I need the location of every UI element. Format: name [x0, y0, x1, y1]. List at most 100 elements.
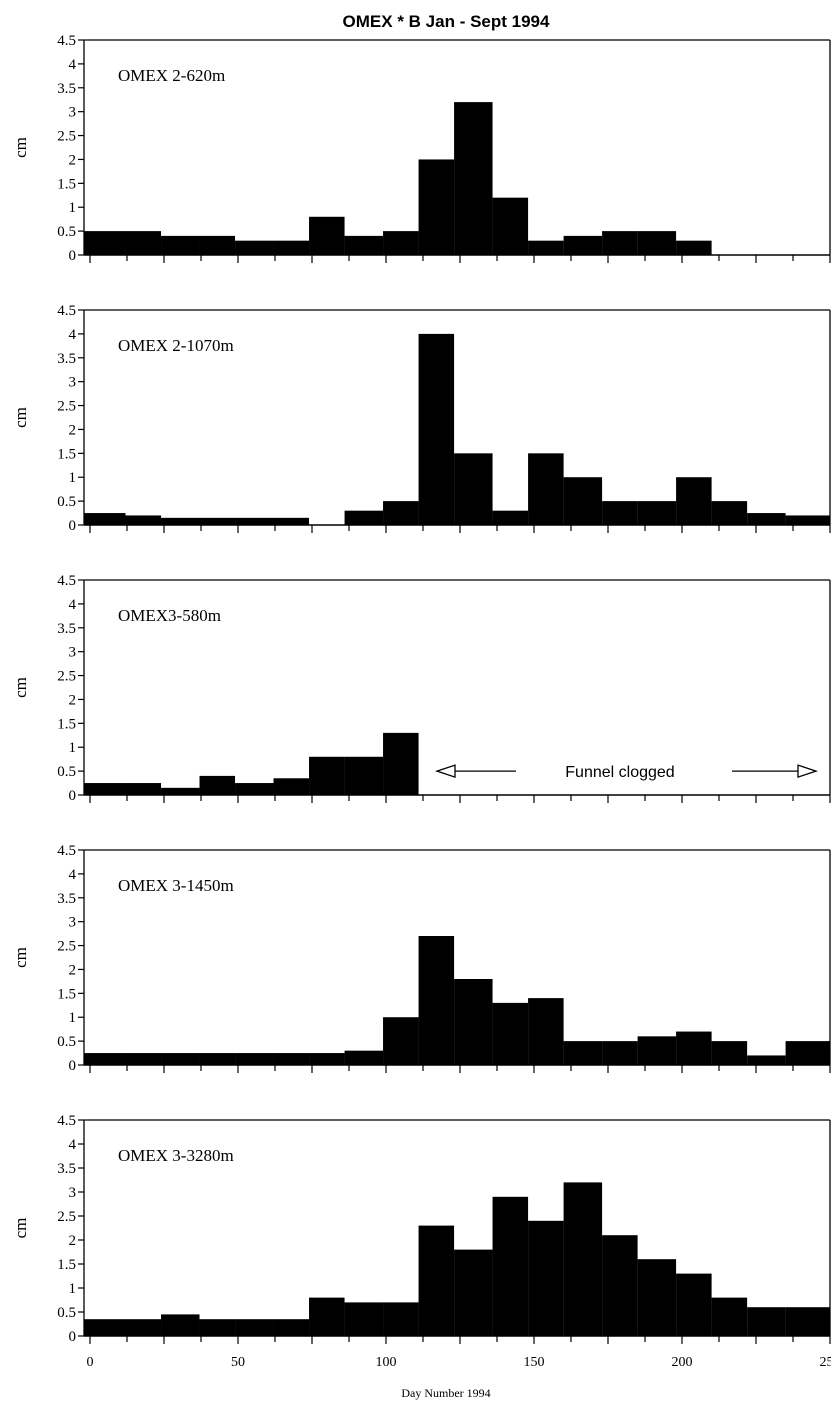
bar-10: [418, 936, 455, 1065]
panel-4: 0 0.5 1 1.5 2 2.5 3 3.5 4 4.5 cm OMEX 3-1450m: [11, 843, 831, 1074]
x-tick-label: 0: [87, 1355, 94, 1370]
y-tick-label: 3.5: [57, 621, 76, 637]
y-tick-label: 4: [69, 327, 77, 343]
bar-11: [454, 1249, 493, 1336]
bar-8: [344, 235, 384, 255]
y-tick-label: 3: [69, 645, 77, 661]
x-axis-label: Day Number 1994: [401, 1386, 490, 1400]
bar-2: [125, 231, 162, 255]
bar-4: [199, 1053, 236, 1065]
bar-18: [711, 1297, 748, 1336]
y-axis-title: cm: [11, 947, 30, 968]
y-tick-label: 2.5: [57, 1209, 76, 1225]
y-tick-label: 0: [69, 248, 77, 264]
bar-6: [273, 1319, 310, 1336]
bar-20: [785, 1307, 830, 1336]
y-tick-label: 2: [69, 152, 77, 168]
annotation-right-arrowhead: [797, 764, 819, 779]
bar-17: [676, 240, 712, 255]
y-tick-label: 1.5: [57, 716, 76, 732]
bar-10: [418, 159, 455, 255]
bar-19: [747, 513, 786, 525]
figure-title: OMEX * B Jan - Sept 1994: [343, 12, 550, 31]
bar-10: [418, 1225, 455, 1336]
x-tick-label: 100: [376, 1355, 397, 1370]
bar-16: [637, 231, 677, 255]
bar-13: [528, 1220, 564, 1336]
y-tick-label: 3.5: [57, 891, 76, 907]
panel-label: OMEX 2-620m: [118, 66, 225, 85]
bar-1: [84, 783, 126, 795]
bar-12: [492, 1002, 529, 1065]
bar-13: [528, 998, 564, 1065]
panel-label: OMEX3-580m: [118, 606, 221, 625]
bar-3: [161, 787, 200, 795]
bar-19: [747, 1307, 786, 1336]
bar-3: [161, 1053, 200, 1065]
bar-15: [602, 501, 638, 525]
y-tick-label: 3.5: [57, 81, 76, 97]
y-tick-label: 4.5: [57, 33, 76, 49]
bar-9: [383, 732, 419, 795]
bar-2: [125, 1319, 162, 1336]
bar-4: [199, 1319, 236, 1336]
y-tick-label: 0: [69, 518, 77, 534]
bar-1: [84, 1053, 126, 1065]
bar-20: [785, 1041, 830, 1065]
y-tick-label: 1: [69, 1281, 77, 1297]
panels: 0 0.5 1 1.5 2 2.5 3 3.5 4 4.5 cm OMEX 2-620m 0 0.5 1 1.…: [11, 33, 831, 1370]
bar-6: [273, 240, 310, 255]
x-tick-label: 150: [524, 1355, 545, 1370]
y-tick-label: 4.5: [57, 573, 76, 589]
bar-16: [637, 1036, 677, 1065]
y-tick-label: 0: [69, 1329, 77, 1345]
bar-14: [563, 477, 603, 525]
y-tick-label: 1: [69, 1010, 77, 1026]
y-tick-label: 3.5: [57, 1161, 76, 1177]
bar-19: [747, 1055, 786, 1065]
bar-5: [235, 240, 274, 255]
y-tick-label: 0: [69, 788, 77, 804]
y-tick-label: 4: [69, 1137, 77, 1153]
bar-2: [125, 1053, 162, 1065]
y-tick-label: 3.5: [57, 351, 76, 367]
bar-8: [344, 1050, 384, 1065]
bar-17: [676, 1031, 712, 1065]
bar-5: [235, 517, 274, 525]
y-axis-title: cm: [11, 137, 30, 158]
bar-9: [383, 231, 419, 255]
bar-20: [785, 515, 830, 525]
panel-label: OMEX 3-3280m: [118, 1146, 234, 1165]
y-tick-label: 0: [69, 1058, 77, 1074]
bar-3: [161, 517, 200, 525]
bar-5: [235, 1319, 274, 1336]
bar-11: [454, 979, 493, 1065]
annotation-text: Funnel clogged: [565, 764, 674, 781]
y-tick-label: 3: [69, 915, 77, 931]
y-tick-label: 1.5: [57, 446, 76, 462]
y-tick-label: 0.5: [57, 1034, 76, 1050]
bar-7: [309, 1053, 345, 1065]
bar-15: [602, 1235, 638, 1336]
y-tick-label: 1: [69, 470, 77, 486]
y-tick-label: 1: [69, 200, 77, 216]
y-tick-label: 1.5: [57, 1257, 76, 1273]
y-tick-label: 2.5: [57, 669, 76, 685]
y-tick-label: 0.5: [57, 1305, 76, 1321]
y-axis-title: cm: [11, 407, 30, 428]
bar-6: [273, 517, 310, 525]
x-tick-label: 200: [672, 1355, 693, 1370]
y-tick-label: 2.5: [57, 399, 76, 415]
bar-5: [235, 783, 274, 795]
bar-12: [492, 1196, 529, 1336]
bar-4: [199, 775, 236, 795]
bar-11: [454, 102, 493, 255]
bar-13: [528, 240, 564, 255]
bar-17: [676, 477, 712, 525]
bar-1: [84, 1319, 126, 1336]
y-tick-label: 0.5: [57, 224, 76, 240]
y-tick-label: 2.5: [57, 939, 76, 955]
bar-2: [125, 783, 162, 795]
y-tick-label: 1.5: [57, 176, 76, 192]
